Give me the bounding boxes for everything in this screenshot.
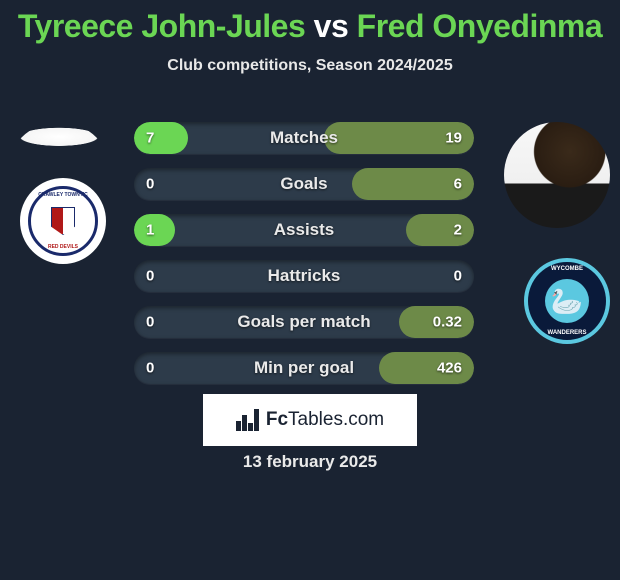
player1-name: Tyreece John-Jules bbox=[18, 8, 305, 44]
branding-text: FcTables.com bbox=[266, 409, 384, 431]
stat-label: Goals bbox=[280, 174, 327, 194]
crest-shield-icon bbox=[51, 207, 75, 235]
stat-label: Hattricks bbox=[268, 266, 341, 286]
stat-val-left: 7 bbox=[146, 130, 154, 147]
stats-container: 7 Matches 19 0 Goals 6 1 Assists 2 0 Hat… bbox=[134, 122, 474, 398]
stat-fill-left bbox=[134, 214, 175, 246]
stat-val-right: 19 bbox=[445, 130, 462, 147]
crest2-text-bottom: WANDERERS bbox=[528, 330, 606, 336]
stat-row-min-per-goal: 0 Min per goal 426 bbox=[134, 352, 474, 384]
stat-row-goals-per-match: 0 Goals per match 0.32 bbox=[134, 306, 474, 338]
crest-text-top: CRAWLEY TOWN FC bbox=[31, 192, 95, 198]
stat-val-right: 426 bbox=[437, 360, 462, 377]
stat-val-left: 0 bbox=[146, 176, 154, 193]
crest2-text-top: WYCOMBE bbox=[528, 266, 606, 272]
vs-text: vs bbox=[314, 8, 349, 44]
stat-val-left: 1 bbox=[146, 222, 154, 239]
player1-club-logo: CRAWLEY TOWN FC RED DEVILS bbox=[20, 178, 106, 264]
wycombe-crest-inner: 🦢 bbox=[545, 279, 589, 323]
stat-row-goals: 0 Goals 6 bbox=[134, 168, 474, 200]
player2-club-logo: WYCOMBE 🦢 WANDERERS bbox=[524, 258, 610, 344]
brand-mid: Tables bbox=[288, 409, 343, 430]
brand-prefix: Fc bbox=[266, 409, 288, 430]
stat-val-right: 6 bbox=[454, 176, 462, 193]
stat-label: Goals per match bbox=[237, 312, 370, 332]
bar-chart-icon bbox=[236, 409, 260, 431]
player2-portrait bbox=[504, 122, 610, 228]
stat-row-matches: 7 Matches 19 bbox=[134, 122, 474, 154]
stat-val-right: 2 bbox=[454, 222, 462, 239]
stat-row-hattricks: 0 Hattricks 0 bbox=[134, 260, 474, 292]
stat-fill-right bbox=[406, 214, 474, 246]
stat-label: Min per goal bbox=[254, 358, 354, 378]
crawley-town-crest: CRAWLEY TOWN FC RED DEVILS bbox=[28, 186, 98, 256]
stat-val-left: 0 bbox=[146, 360, 154, 377]
stat-label: Assists bbox=[274, 220, 334, 240]
stat-val-right: 0.32 bbox=[433, 314, 462, 331]
crest-text-bottom: RED DEVILS bbox=[31, 244, 95, 250]
page-title: Tyreece John-Jules vs Fred Onyedinma bbox=[0, 0, 620, 45]
stat-val-left: 0 bbox=[146, 314, 154, 331]
stat-row-assists: 1 Assists 2 bbox=[134, 214, 474, 246]
stat-label: Matches bbox=[270, 128, 338, 148]
player2-name: Fred Onyedinma bbox=[357, 8, 603, 44]
subtitle: Club competitions, Season 2024/2025 bbox=[0, 57, 620, 75]
stat-val-left: 0 bbox=[146, 268, 154, 285]
branding-badge: FcTables.com bbox=[203, 394, 417, 446]
stat-fill-left bbox=[134, 122, 188, 154]
date-text: 13 february 2025 bbox=[243, 452, 377, 472]
brand-suffix: .com bbox=[343, 409, 384, 430]
stat-val-right: 0 bbox=[454, 268, 462, 285]
swan-icon: 🦢 bbox=[551, 288, 583, 314]
